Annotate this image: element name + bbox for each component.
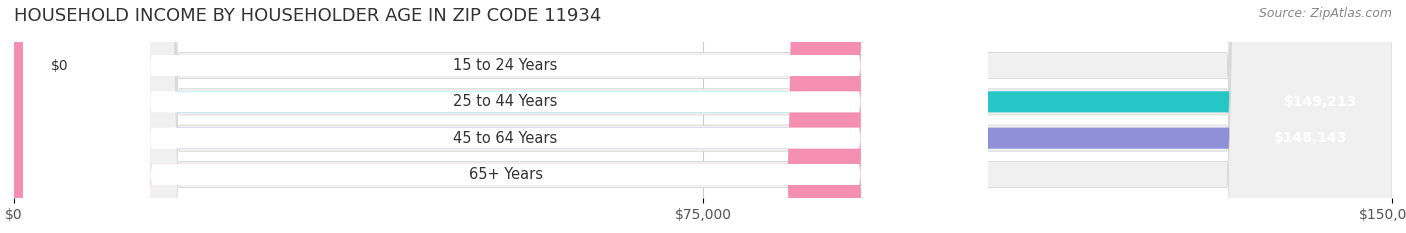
FancyBboxPatch shape (24, 0, 988, 233)
Text: 65+ Years: 65+ Years (468, 167, 543, 182)
Text: 25 to 44 Years: 25 to 44 Years (453, 94, 558, 109)
Text: $148,143: $148,143 (1274, 131, 1347, 145)
FancyBboxPatch shape (24, 0, 988, 233)
FancyBboxPatch shape (14, 0, 924, 233)
Text: $149,213: $149,213 (1284, 95, 1357, 109)
FancyBboxPatch shape (14, 0, 1392, 233)
Text: 15 to 24 Years: 15 to 24 Years (453, 58, 558, 73)
FancyBboxPatch shape (14, 0, 1392, 233)
Text: Source: ZipAtlas.com: Source: ZipAtlas.com (1258, 7, 1392, 20)
FancyBboxPatch shape (24, 0, 988, 233)
FancyBboxPatch shape (14, 0, 1385, 233)
Text: $0: $0 (51, 58, 69, 72)
Text: $99,063: $99,063 (834, 168, 897, 182)
FancyBboxPatch shape (14, 0, 1375, 233)
Text: 45 to 64 Years: 45 to 64 Years (453, 131, 558, 146)
Text: HOUSEHOLD INCOME BY HOUSEHOLDER AGE IN ZIP CODE 11934: HOUSEHOLD INCOME BY HOUSEHOLDER AGE IN Z… (14, 7, 602, 25)
FancyBboxPatch shape (14, 0, 1392, 233)
FancyBboxPatch shape (14, 0, 1392, 233)
FancyBboxPatch shape (24, 0, 988, 233)
